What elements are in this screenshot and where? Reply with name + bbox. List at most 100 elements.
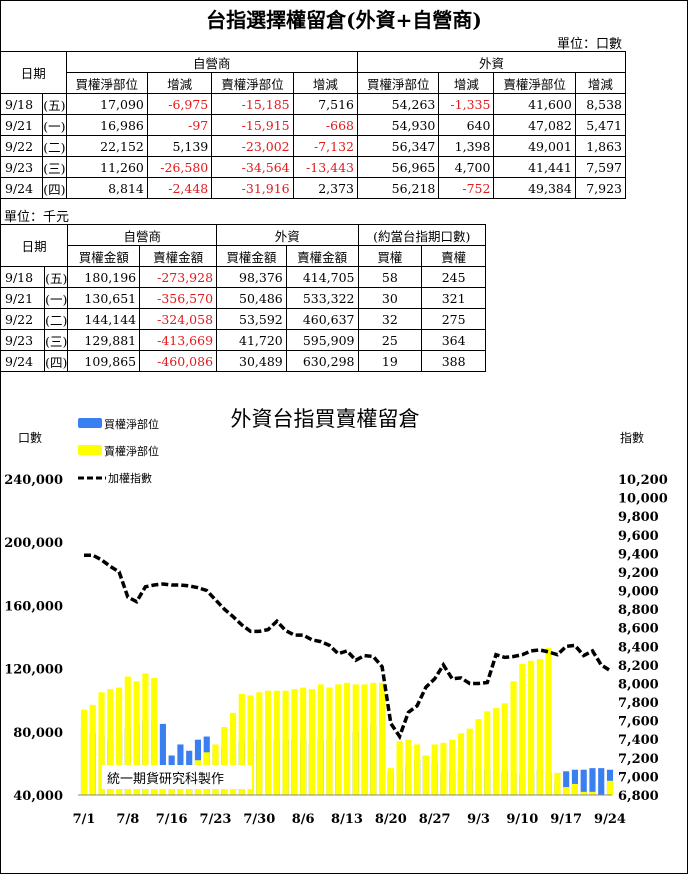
row-weekday: (三) [44,329,69,351]
column-header: 增減 [438,72,495,94]
table-cell: 5,139 [146,135,213,157]
y2-tick-label: 9,600 [618,529,659,544]
bar-put [440,742,447,795]
column-header: 增減 [574,72,627,94]
row-weekday: (一) [44,287,69,309]
y-tick-label: 200,000 [4,536,63,551]
table-cell: -97 [146,114,213,136]
y2-tick-label: 8,600 [618,622,659,637]
table-row: 9/24 (四) 109,865 -460,086 30,489 630,298 19 388 [0,350,486,372]
y2-tick-label: 9,400 [618,547,659,562]
column-header: 賣權淨部位 [211,72,294,94]
y2-tick-label: 9,000 [618,585,659,600]
x-tick-label: 7/16 [156,812,188,827]
x-tick-label: 8/13 [331,812,363,827]
bar-put [501,703,508,795]
bar-call [580,769,587,795]
row-date: 9/21 [0,287,46,309]
bar-put [431,744,438,795]
chart-title: 外資台指買賣權留倉 [231,407,420,431]
table-cell: 533,322 [285,287,359,309]
bar-put [536,659,543,795]
table-cell: 180,196 [67,266,141,288]
row-weekday: (五) [42,93,67,115]
row-date: 9/23 [0,329,46,351]
table-cell: -460,086 [139,350,218,372]
table-cell: 58 [357,266,423,288]
table-cell: 321 [421,287,486,309]
bar-put [510,681,517,795]
y2-tick-label: 7,000 [618,770,659,785]
bar-call [589,768,596,795]
bar-put [519,663,526,795]
row-date: 9/24 [0,177,44,199]
x-tick-label: 9/17 [550,812,582,827]
table-cell: 19 [357,350,423,372]
table-row: 9/23 (三) 129,881 -413,669 41,720 595,909 25 364 [0,329,486,351]
bar-call [159,723,166,795]
y2-tick-label: 10,000 [618,492,668,507]
bar-put [492,708,500,795]
table-cell: 30 [357,287,423,309]
y2-tick-label: 7,600 [618,715,659,730]
row-date: 9/22 [0,308,46,330]
bar-put [563,787,570,795]
table-cell: 56,218 [356,177,440,199]
table-cell: 275 [421,308,486,330]
table-cell: 2,373 [292,177,359,199]
bar-put [370,682,377,795]
bar-put [466,728,473,795]
table-cell: 364 [421,329,486,351]
column-header: 賣權金額 [139,245,218,267]
column-header: 增減 [146,72,213,94]
bar-put [378,682,386,795]
column-header: 買權金額 [67,245,141,267]
y2-tick-label: 7,200 [618,752,659,767]
table-cell: -7,132 [292,135,359,157]
group-header-foreign: 外資 [216,224,359,246]
bar-call [571,769,579,795]
row-weekday: (一) [42,114,67,136]
bar-put [528,660,535,795]
group-header-dealer: 自營商 [67,224,218,246]
row-weekday: (四) [44,350,69,372]
table-cell: -356,570 [139,287,218,309]
legend-label: 賣權淨部位 [104,444,159,458]
table-row: 9/22 (二) 144,144 -324,058 53,592 460,637 32 275 [0,308,486,330]
table-cell: 7,597 [574,156,627,178]
y2-tick-label: 9,800 [618,510,659,525]
table-row: 9/21 (一) 130,651 -356,570 50,486 533,322 30 321 [0,287,486,309]
bar-put [124,676,131,795]
column-header: 賣權淨部位 [493,72,576,94]
table-cell: -6,975 [146,93,213,115]
bar-put [107,689,114,795]
page-title: 台指選擇權留倉(外資+自營商) [206,8,482,32]
y2-tick-label: 8,800 [618,603,659,618]
table-cell: 4,700 [438,156,495,178]
table-cell: -752 [438,177,495,199]
bar-put [115,687,123,795]
table-cell: 54,263 [356,93,440,115]
y2-tick-label: 8,000 [618,677,659,692]
row-date: 9/18 [0,266,46,288]
x-tick-label: 9/24 [594,812,626,827]
row-weekday: (四) [42,177,67,199]
table-cell: 8,538 [574,93,627,115]
table-cell: -15,185 [211,93,294,115]
table-row: 9/23 (三) 11,260 -26,580 -34,564 -13,443 56,965… [0,156,627,178]
index-line [84,553,611,741]
legend-label: 買權淨部位 [104,417,159,431]
bar-put [457,733,465,795]
watermark-box [102,765,252,789]
table-cell: 47,082 [493,114,576,136]
bar-put [326,687,333,795]
table-cell: 630,298 [285,350,359,372]
bar-put [422,755,429,795]
bar-put [449,739,456,795]
table-row: 9/24 (四) 8,814 -2,448 -31,916 2,373 56,218 -752… [0,177,627,199]
legend-swatch-put [78,445,102,455]
y2-tick-label: 7,400 [618,733,659,748]
row-date: 9/22 [0,135,44,157]
bar-put [387,768,394,795]
bar-put [335,684,342,795]
